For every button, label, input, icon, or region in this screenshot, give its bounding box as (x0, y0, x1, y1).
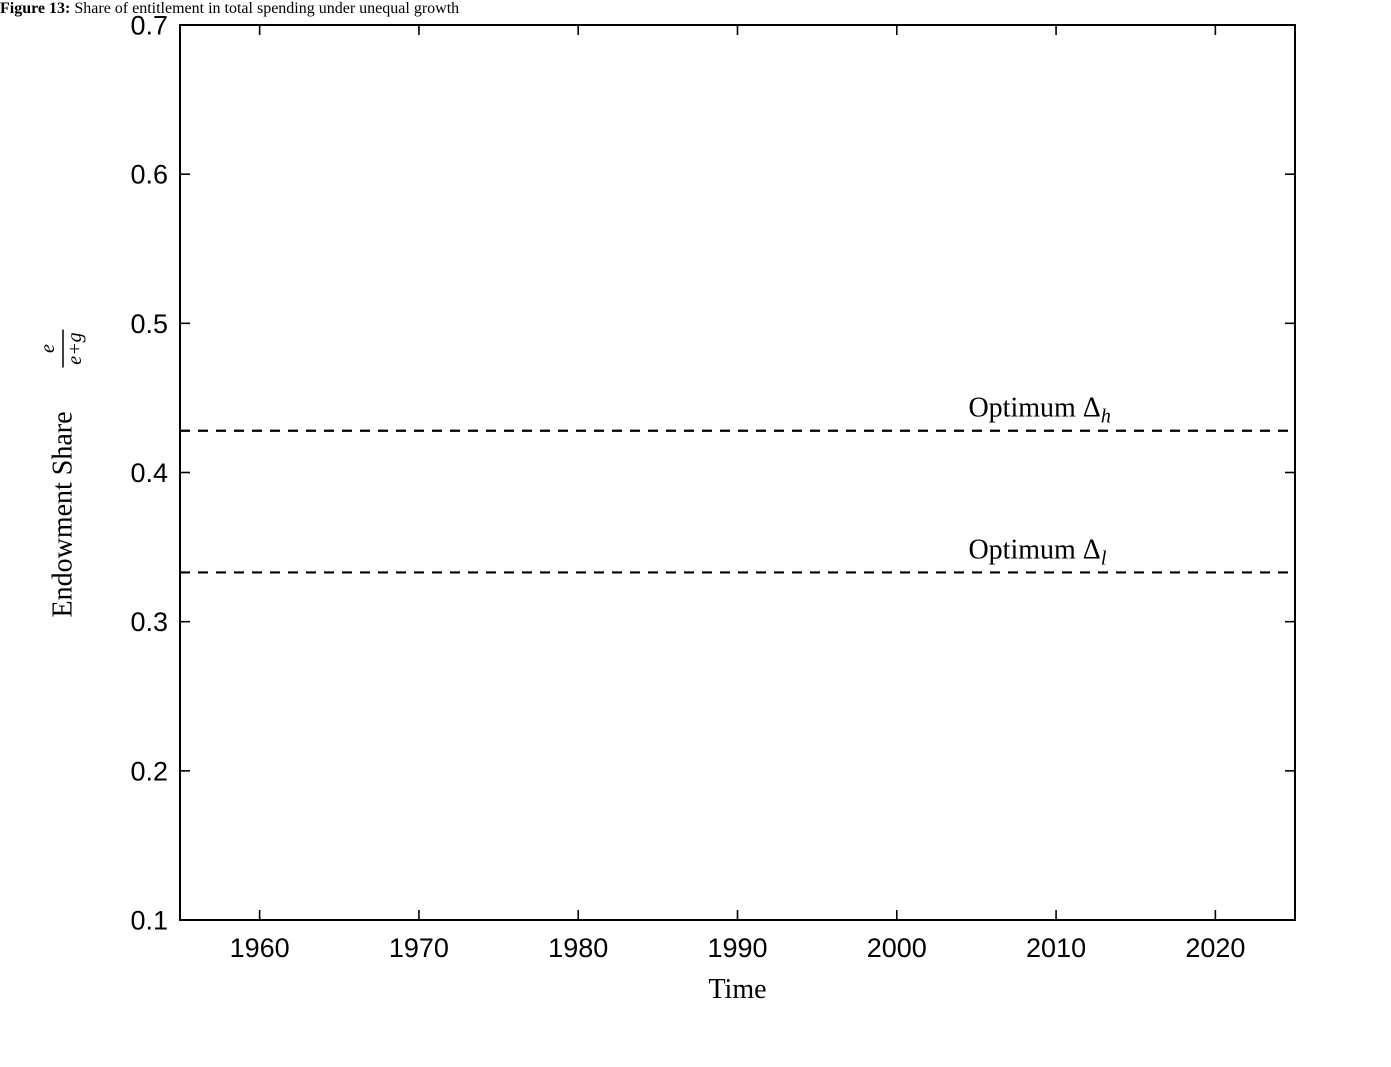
svg-text:e+g: e+g (64, 332, 86, 364)
svg-text:e: e (37, 344, 59, 353)
caption-rest: Share of entitlement in total spending u… (70, 0, 459, 17)
caption-bold: Figure 13: (0, 0, 70, 17)
y-tick-label: 0.5 (130, 309, 168, 339)
y-tick-label: 0.2 (130, 756, 168, 786)
figure-container: 1960 1970 1980 1990 2000 2010 2020 0.1 0.2 0.3 0.4… (0, 0, 1391, 1067)
y-tick-label: 0.6 (130, 160, 168, 190)
x-tick-label: 1980 (548, 933, 608, 963)
x-tick-label: 1990 (707, 933, 767, 963)
svg-text:Endowment Share: Endowment Share (47, 411, 78, 617)
x-axis-label: Time (708, 974, 766, 1005)
y-tick-label: 0.1 (130, 905, 168, 935)
x-tick-label: 2010 (1026, 933, 1086, 963)
y-tick-label: 0.3 (130, 607, 168, 637)
optimum_h-label: Optimum Δh (968, 393, 1110, 428)
x-tick-label: 2000 (867, 933, 927, 963)
x-tick-label: 1960 (230, 933, 290, 963)
chart-svg: 1960 1970 1980 1990 2000 2010 2020 0.1 0.2 0.3 0.4… (0, 0, 1391, 1067)
x-tick-label: 2020 (1185, 933, 1245, 963)
x-tick-label: 1970 (389, 933, 449, 963)
figure-caption: Figure 13: Share of entitlement in total… (0, 0, 459, 18)
y-tick-label: 0.4 (130, 458, 168, 488)
optimum_l-label: Optimum Δl (968, 534, 1106, 569)
y-axis-label: Endowment Share e e+g (37, 330, 86, 618)
